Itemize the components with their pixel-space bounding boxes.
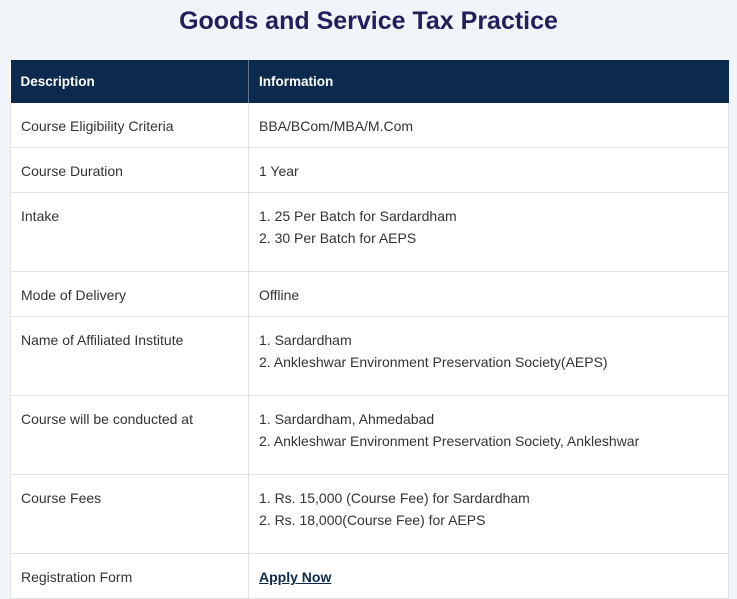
row-value-line: 1. Rs. 15,000 (Course Fee) for Sardardha…	[259, 490, 530, 506]
table-row: Registration Form Apply Now	[10, 553, 729, 599]
row-label: Registration Form	[10, 553, 249, 599]
row-value-line: 2. Rs. 18,000(Course Fee) for AEPS	[259, 512, 486, 528]
table-row: Course Eligibility Criteria BBA/BCom/MBA…	[10, 103, 729, 148]
row-value: 1. Sardardham 2. Ankleshwar Environment …	[248, 316, 729, 396]
row-value: 1 Year	[248, 147, 729, 193]
row-label: Course Eligibility Criteria	[10, 103, 249, 148]
row-label: Course Duration	[10, 147, 249, 193]
table-row: Name of Affiliated Institute 1. Sardardh…	[10, 316, 729, 396]
row-value-line: 1. Sardardham, Ahmedabad	[259, 411, 435, 427]
row-value-line: 2. Ankleshwar Environment Preservation S…	[259, 433, 640, 449]
row-value-line: 1 Year	[259, 163, 299, 179]
row-label: Course Fees	[10, 474, 249, 554]
row-label: Name of Affiliated Institute	[10, 316, 249, 396]
row-value: 1. 25 Per Batch for Sardardham 2. 30 Per…	[248, 192, 729, 272]
row-value-line: 1. 25 Per Batch for Sardardham	[259, 208, 457, 224]
table-row: Mode of Delivery Offline	[10, 271, 729, 317]
row-value-line: 1. Sardardham	[259, 332, 352, 348]
row-value-line: 2. 30 Per Batch for AEPS	[259, 230, 417, 246]
header-description: Description	[10, 60, 249, 103]
table-row: Course Duration 1 Year	[10, 147, 729, 193]
row-value: 1. Rs. 15,000 (Course Fee) for Sardardha…	[248, 474, 729, 554]
row-value: BBA/BCom/MBA/M.Com	[248, 103, 729, 148]
row-value-line: 2. Ankleshwar Environment Preservation S…	[259, 354, 608, 370]
row-value-line: BBA/BCom/MBA/M.Com	[259, 118, 414, 134]
header-information: Information	[248, 60, 729, 103]
table-row: Intake 1. 25 Per Batch for Sardardham 2.…	[10, 192, 729, 272]
page-title: Goods and Service Tax Practice	[179, 7, 558, 35]
table-row: Course Fees 1. Rs. 15,000 (Course Fee) f…	[10, 474, 729, 554]
row-label: Course will be conducted at	[10, 395, 249, 475]
course-info-table: Description Information Course Eligibili…	[10, 60, 729, 599]
apply-now-link[interactable]: Apply Now	[259, 569, 332, 585]
row-value: Apply Now	[248, 553, 729, 599]
table-row: Course will be conducted at 1. Sardardha…	[10, 395, 729, 475]
row-value: Offline	[248, 271, 729, 317]
row-value-line: Offline	[259, 287, 300, 303]
table-header-row: Description Information	[10, 60, 729, 103]
row-label: Intake	[10, 192, 249, 272]
row-label: Mode of Delivery	[10, 271, 249, 317]
row-value: 1. Sardardham, Ahmedabad 2. Ankleshwar E…	[248, 395, 729, 475]
